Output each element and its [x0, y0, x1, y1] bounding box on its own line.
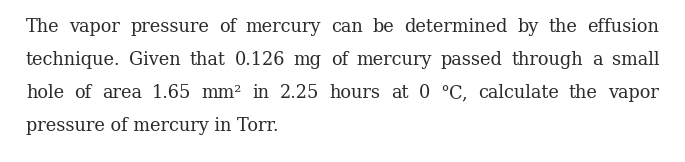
Text: mm²: mm² — [202, 84, 242, 102]
Text: determined: determined — [404, 18, 508, 36]
Text: by: by — [517, 18, 538, 36]
Text: hole: hole — [26, 84, 64, 102]
Text: be: be — [373, 18, 395, 36]
Text: mercury: mercury — [357, 51, 432, 69]
Text: area: area — [102, 84, 142, 102]
Text: °C,: °C, — [440, 84, 468, 102]
Text: 0: 0 — [419, 84, 429, 102]
Text: The: The — [26, 18, 60, 36]
Text: pressure: pressure — [130, 18, 209, 36]
Text: a: a — [592, 51, 603, 69]
Text: vapor: vapor — [69, 18, 121, 36]
Text: hours: hours — [329, 84, 380, 102]
Text: 2.25: 2.25 — [279, 84, 319, 102]
Text: Given: Given — [129, 51, 181, 69]
Text: 1.65: 1.65 — [152, 84, 192, 102]
Text: can: can — [331, 18, 363, 36]
Text: the: the — [569, 84, 598, 102]
Text: small: small — [612, 51, 659, 69]
Text: of: of — [75, 84, 92, 102]
Text: mg: mg — [294, 51, 322, 69]
Text: of: of — [331, 51, 348, 69]
Text: in: in — [253, 84, 269, 102]
Text: vapor: vapor — [608, 84, 659, 102]
Text: 0.126: 0.126 — [234, 51, 285, 69]
Text: at: at — [390, 84, 408, 102]
Text: passed: passed — [441, 51, 503, 69]
Text: that: that — [190, 51, 225, 69]
Text: pressure of mercury in Torr.: pressure of mercury in Torr. — [26, 117, 279, 135]
Text: of: of — [219, 18, 236, 36]
Text: calculate: calculate — [478, 84, 559, 102]
Text: through: through — [512, 51, 584, 69]
Text: the: the — [549, 18, 577, 36]
Text: mercury: mercury — [246, 18, 321, 36]
Text: effusion: effusion — [587, 18, 659, 36]
Text: technique.: technique. — [26, 51, 121, 69]
